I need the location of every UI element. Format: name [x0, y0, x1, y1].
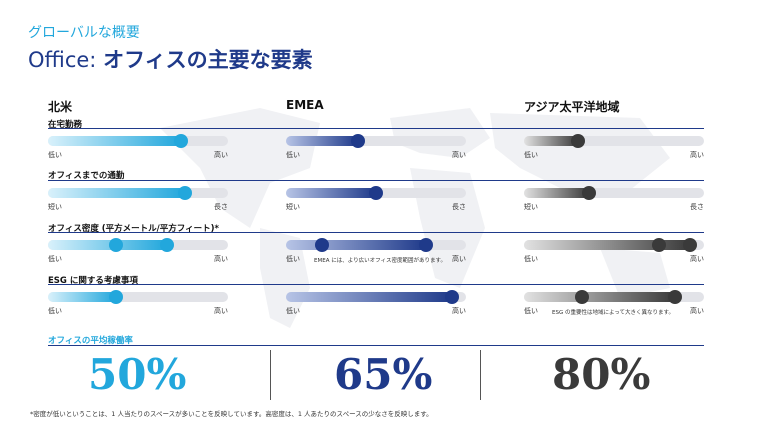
slider-track-emea — [286, 186, 466, 200]
slider-knob[interactable] — [419, 238, 434, 252]
slider-fill — [524, 188, 589, 198]
slider-track-apac — [524, 238, 704, 252]
title-prefix: Office: — [28, 48, 104, 72]
slider-track-emea — [286, 134, 466, 148]
slider-low-label: 低い — [524, 307, 538, 315]
occupancy-rule — [48, 345, 704, 346]
slider-track-apac — [524, 134, 704, 148]
section-label: 在宅勤務 — [48, 120, 83, 130]
slider-low-label: 低い — [524, 151, 538, 159]
slider-knob[interactable] — [444, 290, 459, 304]
occupancy-divider — [270, 350, 271, 400]
slider-fill — [48, 188, 185, 198]
slider-low-label: 短い — [48, 203, 62, 211]
slider-track-apac — [524, 186, 704, 200]
slider-fill — [524, 240, 690, 250]
section-label: ESG に関する考慮事項 — [48, 276, 138, 286]
slider-low-label: 低い — [48, 151, 62, 159]
slider-low-label: 低い — [524, 255, 538, 263]
slider-high-label: 高い — [452, 307, 466, 315]
slider-fill — [48, 292, 117, 302]
slider-knob[interactable] — [177, 186, 192, 200]
title-main: オフィスの主要な要素 — [103, 48, 313, 72]
slider-high-label: 高い — [690, 307, 704, 315]
slider-knob[interactable] — [109, 290, 124, 304]
region-header-na: 北米 — [48, 100, 73, 114]
slider-knob[interactable] — [581, 186, 596, 200]
page-title: Office: オフィスの主要な要素 — [28, 44, 313, 74]
slider-low-label: 低い — [48, 307, 62, 315]
slider-low-label: 低い — [286, 151, 300, 159]
section-rule — [48, 232, 704, 233]
slider-high-label: 高い — [690, 255, 704, 263]
slider-low-label: 低い — [286, 255, 300, 263]
region-header-apac: アジア太平洋地域 — [524, 100, 620, 114]
slider-knob[interactable] — [351, 134, 365, 148]
section-label: オフィスまでの通勤 — [48, 171, 125, 181]
slider-knob[interactable] — [668, 290, 683, 304]
occupancy-value-na: 50% — [88, 350, 187, 399]
slider-track-na — [48, 134, 228, 148]
slider-fill — [286, 240, 427, 250]
slider-knob[interactable] — [682, 238, 697, 252]
occupancy-divider — [480, 350, 481, 400]
slider-high-label: 高い — [214, 255, 228, 263]
slider-fill — [524, 136, 578, 146]
slider-track-na — [48, 238, 228, 252]
slider-knob[interactable] — [159, 238, 174, 252]
slider-low-label: 低い — [48, 255, 62, 263]
slider-high-label: 長さ — [690, 203, 704, 211]
occupancy-label: オフィスの平均稼働率 — [48, 336, 133, 346]
section-rule — [48, 128, 704, 129]
slider-fill — [524, 292, 676, 302]
slider-knob[interactable] — [571, 134, 585, 148]
section-label: オフィス密度 (平方メートル/平方フィート)* — [48, 224, 219, 234]
slider-track-apac — [524, 290, 704, 304]
section-rule — [48, 284, 704, 285]
region-header-emea: EMEA — [286, 98, 324, 112]
slider-track-emea — [286, 290, 466, 304]
slider-fill — [286, 188, 376, 198]
slider-knob[interactable] — [315, 238, 329, 252]
occupancy-value-emea: 65% — [334, 350, 433, 399]
slider-high-label: 高い — [690, 151, 704, 159]
slider-note: EMEA には、より広いオフィス密度範囲があります。 — [314, 258, 446, 264]
slider-high-label: 長さ — [452, 203, 466, 211]
slider-knob[interactable] — [652, 238, 666, 252]
footnote: *密度が低いということは、1 人当たりのスペースが多いことを反映しています。高密… — [30, 410, 433, 418]
slider-low-label: 短い — [524, 203, 538, 211]
slider-fill — [48, 240, 167, 250]
occupancy-value-apac: 80% — [552, 350, 651, 399]
slider-track-emea — [286, 238, 466, 252]
slider-note: ESG の重要性は地域によって大きく異なります。 — [552, 310, 674, 316]
slider-high-label: 長さ — [214, 203, 228, 211]
slider-track-na — [48, 186, 228, 200]
slider-high-label: 高い — [214, 307, 228, 315]
slider-knob[interactable] — [109, 238, 124, 252]
slider-fill — [286, 292, 452, 302]
slider-fill — [48, 136, 182, 146]
slider-knob[interactable] — [574, 290, 589, 304]
slider-knob[interactable] — [174, 134, 189, 148]
slider-low-label: 低い — [286, 307, 300, 315]
slider-high-label: 高い — [214, 151, 228, 159]
slider-low-label: 短い — [286, 203, 300, 211]
eyebrow-label: グローバルな概要 — [28, 25, 140, 41]
slider-fill — [286, 136, 358, 146]
slider-track-na — [48, 290, 228, 304]
slider-knob[interactable] — [369, 186, 383, 200]
slider-high-label: 高い — [452, 151, 466, 159]
slider-high-label: 高い — [452, 255, 466, 263]
section-rule — [48, 180, 704, 181]
